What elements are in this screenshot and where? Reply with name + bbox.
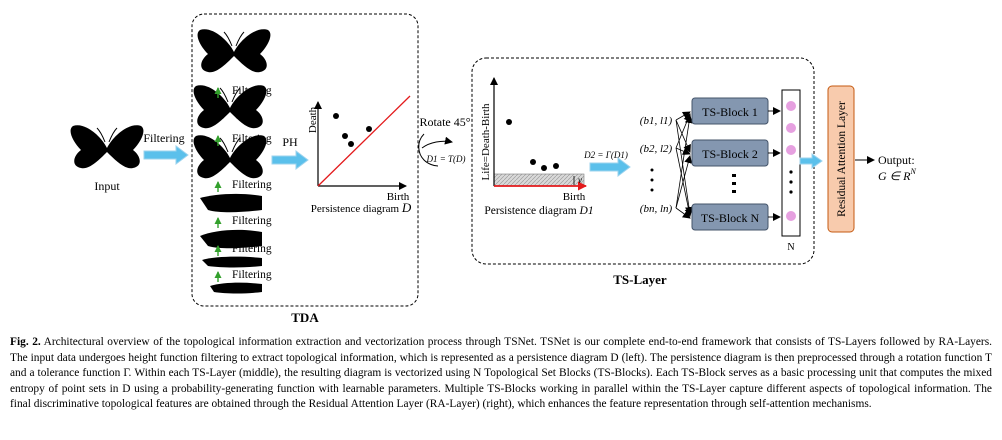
persistence-diagram-d1 [490,77,587,191]
block-ellipsis [732,174,736,193]
filtration-stack [193,28,271,294]
caption-text: Architectural overview of the topologica… [10,336,993,411]
residual-attention-layer: Residual Attention Layer [827,85,855,233]
output-label: Output: [878,153,915,167]
rotate-label: Rotate 45° [419,115,470,129]
architecture-figure: Input Filtering TDA Filtering Filtering … [70,13,916,325]
pair-n: (bn, ln) [640,203,673,215]
ts-block-n-label: TS-Block N [701,211,760,225]
filtering-label-6: Filtering [232,269,272,281]
filtering-arrow [143,145,189,165]
residual-input-arrow [799,153,823,169]
rotate-formula: D1 = T(D) [425,154,465,164]
ts-block-1: TS-Block 1 [691,97,769,125]
tda-label: TDA [291,310,319,325]
nu-label: ν [578,175,582,185]
pair-2: (b2, l2) [640,143,673,155]
death-axis-label: Death [307,106,319,133]
pair-ellipsis [650,168,654,192]
ts-layer-box [471,57,815,265]
filtering-label-4: Filtering [232,215,272,227]
filtering-label-5: Filtering [232,243,272,255]
figure-caption: Fig. 2. Architectural overview of the to… [10,335,992,413]
ph-label: PH [282,135,298,149]
birth-axis-label-d: Birth [387,191,410,203]
ts-block-2-label: TS-Block 2 [702,147,758,161]
tda-box [191,13,419,307]
persistence-diagram-d-caption: Persistence diagram D [311,200,412,215]
pair-block-connections [675,111,693,219]
gamma-arrow [589,157,631,177]
ts-block-1-label: TS-Block 1 [702,105,758,119]
filtering-label-2: Filtering [232,133,272,145]
pair-1: (b1, l1) [640,115,673,127]
residual-label: Residual Attention Layer [836,101,848,217]
input-label: Input [94,179,120,193]
block-output-arrows [768,107,781,221]
filtering-label-input: Filtering [143,131,184,145]
pd-point [541,165,547,171]
life-axis-label: Life=Death-Birth [480,103,492,181]
ts-layer-label: TS-Layer [613,272,667,287]
pd-point [506,119,512,125]
ts-block-n: TS-Block N [691,203,769,231]
filtering-label-1: Filtering [232,85,272,97]
persistence-diagram-d [314,95,411,190]
filtering-label-3: Filtering [232,179,272,191]
gamma-formula: D2 = Γ(D1) [583,150,628,160]
output-vector [781,89,801,237]
pd-point [530,159,536,165]
pd-point [348,141,354,147]
pd-point [366,126,372,132]
ph-arrow [271,150,309,170]
birth-axis-label-d1: Birth [563,191,586,203]
ts-block-2: TS-Block 2 [691,139,769,167]
pd-point [553,163,559,169]
persistence-diagram-d1-caption: Persistence diagram D1 [484,205,593,217]
pd-point [342,133,348,139]
n-label: N [787,242,794,253]
caption-label: Fig. 2. [10,336,41,348]
input-butterfly [70,124,144,169]
pd-point [333,113,339,119]
output-formula: G ∈ RN [878,167,916,183]
